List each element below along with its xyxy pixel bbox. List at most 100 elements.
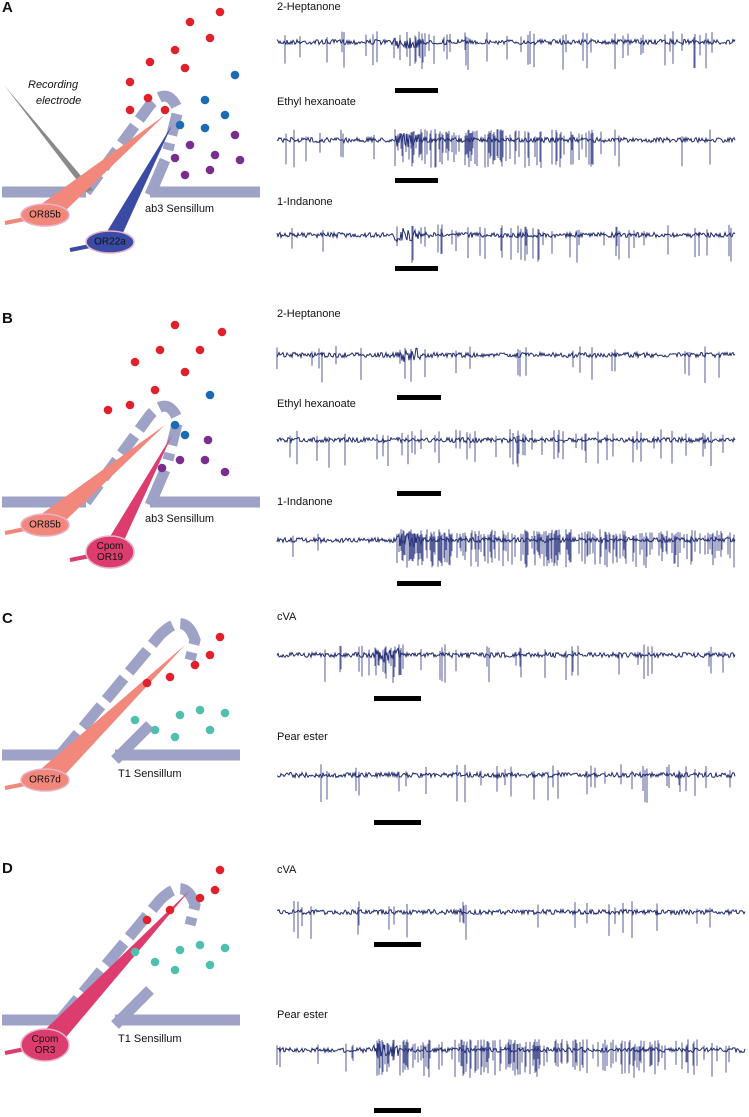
odor-molecule bbox=[215, 7, 225, 17]
odor-molecule bbox=[215, 632, 225, 642]
odor-molecule bbox=[235, 155, 245, 165]
odor-molecule bbox=[205, 725, 215, 735]
spike-trace-spikes bbox=[276, 1039, 730, 1078]
soma bbox=[20, 768, 70, 792]
odor-molecule bbox=[205, 390, 215, 400]
odor-molecule bbox=[125, 105, 135, 115]
stimulus-bar bbox=[397, 395, 441, 400]
trace-label: cVA bbox=[277, 611, 297, 623]
sensillum-wall bbox=[55, 618, 201, 759]
spike-trace-noise bbox=[276, 227, 736, 244]
spike-trace-noise bbox=[276, 647, 736, 663]
odor-molecule bbox=[150, 385, 160, 395]
dendrite bbox=[102, 435, 172, 556]
odor-molecule bbox=[205, 165, 215, 175]
soma bbox=[20, 1028, 70, 1062]
trace-label: Pear ester bbox=[277, 1009, 328, 1021]
spike-trace-spikes bbox=[284, 31, 713, 70]
odor-molecule bbox=[180, 367, 190, 377]
odor-molecule bbox=[142, 915, 152, 925]
odor-molecule bbox=[130, 357, 140, 367]
stimulus-bar bbox=[397, 491, 441, 496]
panel-label: C bbox=[2, 610, 13, 627]
dendrite bbox=[36, 890, 191, 1053]
odor-molecule bbox=[180, 170, 190, 180]
odor-molecule bbox=[157, 463, 167, 473]
odor-molecule bbox=[220, 110, 230, 120]
neuron-label: OR85b bbox=[29, 520, 61, 531]
stimulus-bar bbox=[395, 178, 438, 183]
odor-molecule bbox=[205, 650, 215, 660]
spike-trace-spikes bbox=[291, 224, 732, 263]
odor-molecule bbox=[175, 945, 185, 955]
dendrite bbox=[37, 425, 165, 534]
sensillum-base bbox=[111, 721, 240, 764]
odor-molecule bbox=[185, 17, 195, 27]
neuron-label: OR22a bbox=[94, 237, 126, 248]
odor-molecule bbox=[220, 467, 230, 477]
neuron-label: OR85b bbox=[29, 210, 61, 221]
odor-molecule bbox=[220, 708, 230, 718]
sensillum-label: T1 Sensillum bbox=[118, 768, 182, 780]
neuron-label: Cpom bbox=[97, 541, 124, 552]
dendrite bbox=[102, 125, 172, 246]
odor-molecule bbox=[210, 885, 220, 895]
odor-molecule bbox=[130, 947, 140, 957]
odor-molecule bbox=[195, 940, 205, 950]
trace-label: cVA bbox=[277, 864, 297, 876]
odor-molecule bbox=[215, 865, 225, 875]
spike-trace-spikes bbox=[289, 429, 724, 468]
sensillum-diagram: Recording electrode OR85b OR22a ab3 Sensillu… bbox=[2, 7, 260, 254]
odor-molecule bbox=[145, 57, 155, 67]
neuron-label: OR67d bbox=[29, 775, 61, 786]
odor-molecule bbox=[230, 70, 240, 80]
odor-molecule bbox=[200, 455, 210, 465]
odor-molecule bbox=[195, 893, 205, 903]
sensillum-base bbox=[111, 986, 240, 1029]
trace-label: Pear ester bbox=[277, 731, 328, 743]
odor-molecule bbox=[190, 660, 200, 670]
odor-molecule bbox=[217, 327, 227, 337]
panel-label: B bbox=[2, 310, 13, 327]
sensillum-wall bbox=[81, 90, 184, 196]
dendrite bbox=[37, 115, 165, 224]
odor-molecule bbox=[180, 63, 190, 73]
odor-molecule bbox=[200, 95, 210, 105]
soma bbox=[20, 203, 70, 227]
odor-molecule bbox=[125, 400, 135, 410]
trace-label: 2-Heptanone bbox=[277, 1, 341, 13]
odor-molecule bbox=[150, 725, 160, 735]
spike-trace-spikes bbox=[285, 129, 711, 168]
odor-molecule bbox=[170, 965, 180, 975]
axon bbox=[69, 244, 91, 252]
odor-molecule bbox=[220, 943, 230, 953]
dendrite bbox=[37, 645, 186, 788]
odor-molecule bbox=[125, 77, 135, 87]
stimulus-bar bbox=[374, 1108, 421, 1113]
odor-molecule bbox=[180, 430, 190, 440]
odor-molecule bbox=[170, 320, 180, 330]
neuron-label: OR3 bbox=[35, 1045, 56, 1056]
stimulus-bar bbox=[397, 581, 441, 586]
sensillum-wall bbox=[81, 400, 184, 506]
odor-molecule bbox=[160, 105, 170, 115]
odor-molecule bbox=[195, 705, 205, 715]
odor-molecule bbox=[185, 140, 195, 150]
trace-label: 2-Heptanone bbox=[277, 308, 341, 320]
panel-label: D bbox=[2, 860, 13, 877]
odor-molecule bbox=[170, 153, 180, 163]
odor-molecule bbox=[103, 405, 113, 415]
spike-trace-spikes bbox=[293, 901, 711, 940]
panel-label: A bbox=[2, 0, 13, 16]
odor-molecule bbox=[130, 715, 140, 725]
spike-trace-noise bbox=[276, 37, 736, 49]
spike-trace-spikes bbox=[292, 529, 735, 568]
soma bbox=[85, 535, 135, 569]
stimulus-bar bbox=[395, 88, 438, 93]
axon bbox=[4, 527, 26, 535]
spike-trace-spikes bbox=[324, 644, 724, 683]
spike-trace-noise bbox=[276, 347, 736, 362]
odor-molecule bbox=[175, 455, 185, 465]
